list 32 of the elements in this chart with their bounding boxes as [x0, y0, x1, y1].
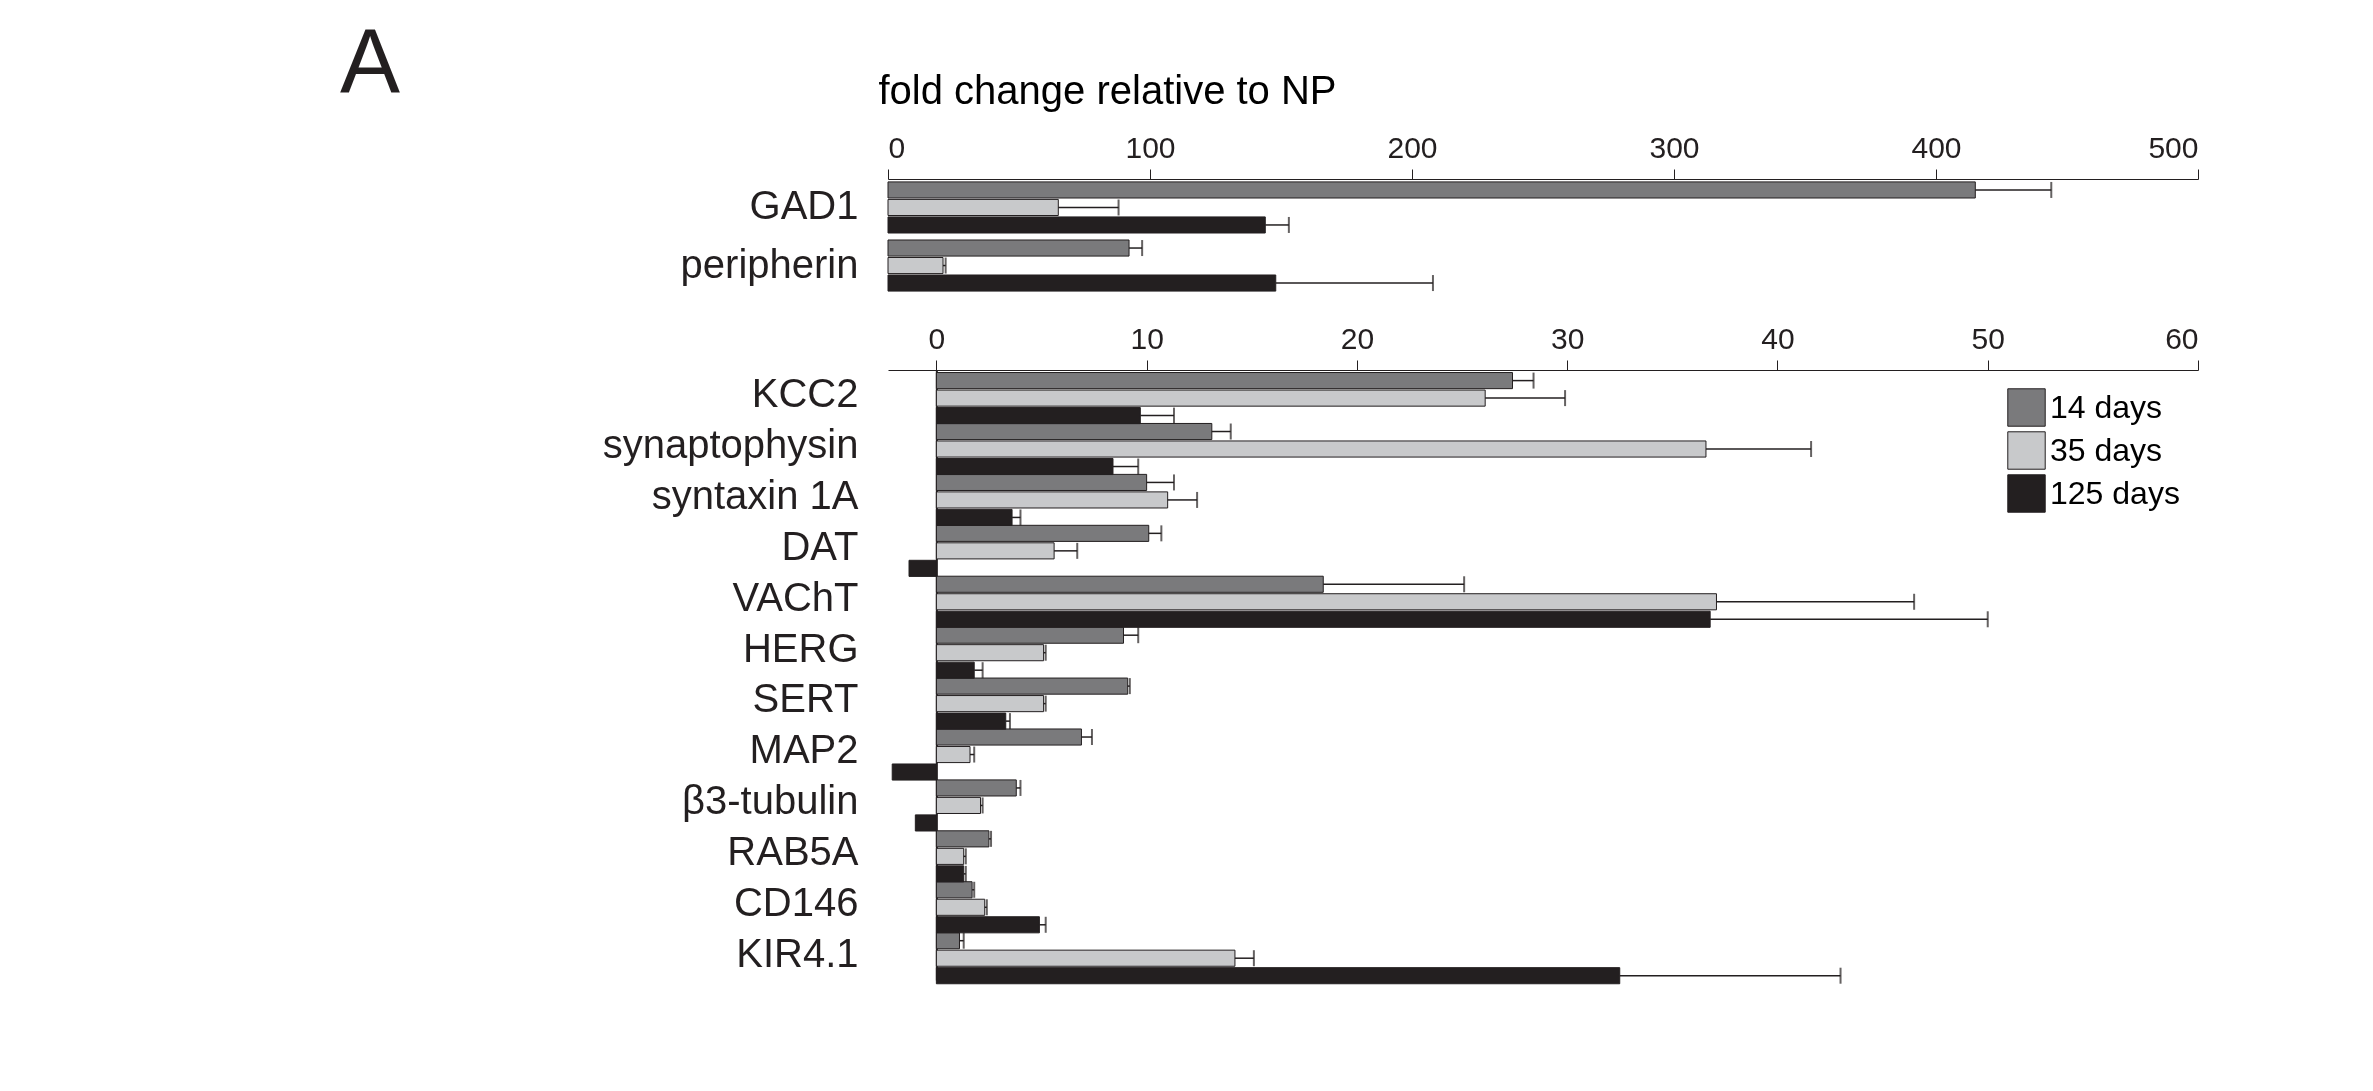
y-tick-label: KIR4.1: [736, 931, 859, 976]
y-tick-label: DAT: [781, 523, 859, 568]
x-tick-label: 30: [1550, 321, 1585, 355]
x-tick-label: 40: [1761, 321, 1795, 355]
x-tick-label: 20: [1340, 321, 1375, 355]
y-tick-label: β3-tubulin: [682, 778, 859, 823]
y-tick-label: syntaxin 1A: [651, 472, 859, 517]
x-tick-label: 400: [1911, 130, 1962, 164]
x-tick-label: 200: [1387, 130, 1438, 164]
y-tick-label: RAB5A: [727, 829, 859, 874]
legend-label: 35 days: [2050, 431, 2163, 468]
x-tick-label: 0: [888, 130, 906, 164]
y-tick-label: MAP2: [749, 727, 859, 772]
y-tick-label: CD146: [733, 880, 859, 925]
x-tick-label: 50: [1971, 321, 2005, 355]
y-tick-label: peripherin: [680, 241, 859, 286]
text: A: [340, 11, 401, 111]
x-tick-label: 100: [1125, 130, 1176, 164]
legend-label: 125 days: [2050, 474, 2180, 511]
x-tick-label: 300: [1649, 130, 1700, 164]
y-tick-label: GAD1: [749, 183, 859, 228]
x-tick-label: 60: [2165, 321, 2199, 355]
y-tick-label: KCC2: [751, 370, 859, 415]
x-tick-label: 500: [2148, 130, 2199, 164]
y-tick-label: SERT: [752, 676, 859, 721]
x-tick-label: 0: [928, 321, 946, 355]
y-tick-label: HERG: [742, 625, 859, 670]
y-tick-label: VAChT: [732, 574, 859, 619]
y-tick-label: synaptophysin: [602, 421, 859, 466]
legend-label: 14 days: [2050, 388, 2163, 425]
x-axis-title: fold change relative to NP: [878, 67, 1337, 112]
x-tick-label: 10: [1130, 321, 1164, 355]
